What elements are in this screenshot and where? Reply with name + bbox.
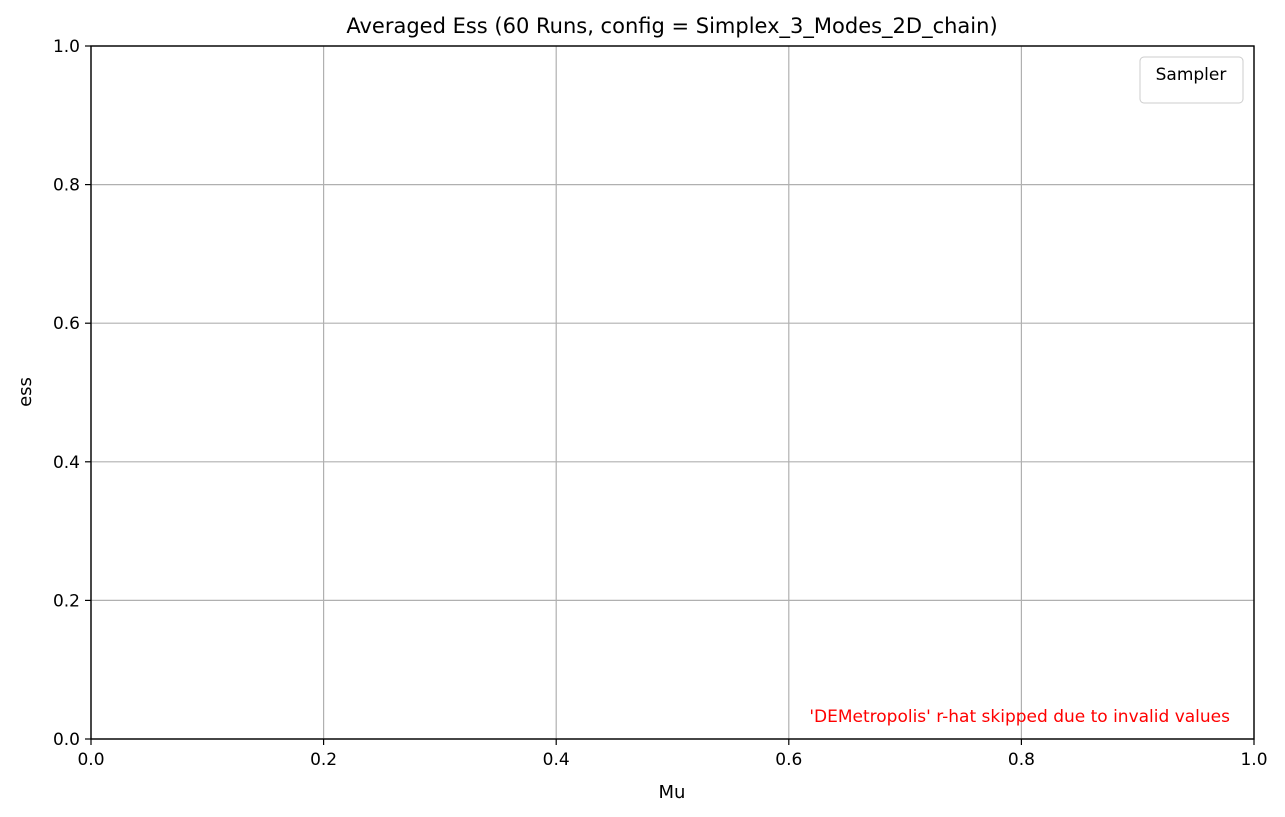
y-tick-label: 0.8 [53, 176, 80, 196]
x-tick-label: 0.6 [775, 750, 802, 770]
x-tick-label: 1.0 [1240, 750, 1267, 770]
legend: Sampler [1139, 56, 1244, 104]
y-tick-label: 0.2 [53, 591, 80, 611]
chart-annotation: 'DEMetropolis' r-hat skipped due to inva… [809, 707, 1230, 727]
x-tick-label: 0.0 [77, 750, 104, 770]
x-tick-label: 0.2 [310, 750, 337, 770]
plot-area-frame [90, 45, 1255, 740]
x-axis-label: Mu [659, 782, 686, 803]
x-tick-label: 0.8 [1008, 750, 1035, 770]
y-tick-label: 1.0 [53, 37, 80, 57]
y-tick-label: 0.6 [53, 314, 80, 334]
y-tick-label: 0.4 [53, 453, 80, 473]
y-axis-label: ess [15, 377, 36, 407]
legend-box [1139, 56, 1244, 104]
axis-ticks: 0.0 0.2 0.4 0.6 0.8 1.0 0.0 0.2 0.4 0.6 0.8 1.0 [53, 37, 1268, 770]
y-tick-label: 0.0 [53, 730, 80, 750]
legend-title: Sampler [1156, 65, 1227, 85]
chart-title: Averaged Ess (60 Runs, config = Simplex_… [346, 14, 997, 39]
x-tick-label: 0.4 [543, 750, 570, 770]
